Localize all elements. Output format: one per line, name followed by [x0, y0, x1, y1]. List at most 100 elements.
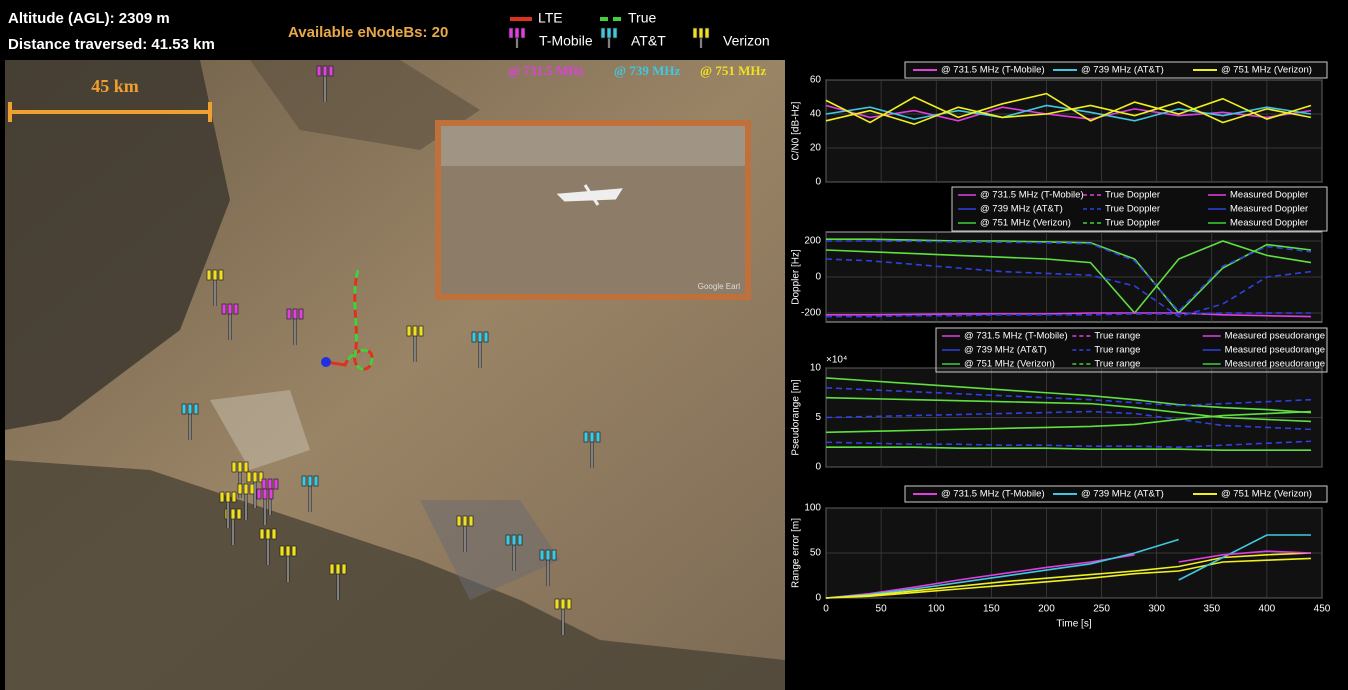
- legend-label: True Doppler: [1105, 218, 1160, 229]
- antenna: [595, 431, 601, 443]
- antenna: [471, 331, 477, 343]
- legend-box: [904, 485, 1328, 503]
- y-tick-label: 0: [815, 593, 821, 604]
- antenna: [468, 515, 474, 527]
- legend-label: Measured pseudorange: [1225, 359, 1325, 370]
- antenna: [418, 325, 424, 337]
- legend-label: Measured pseudorange: [1225, 345, 1325, 356]
- antenna: [412, 325, 418, 337]
- series-line: [825, 104, 1312, 122]
- antenna: [273, 478, 279, 490]
- antenna: [298, 308, 304, 320]
- y-tick-label: 40: [810, 109, 822, 120]
- y-tick-label: 60: [810, 75, 822, 86]
- antenna: [259, 528, 265, 540]
- antenna: [285, 545, 291, 557]
- antenna: [520, 27, 526, 39]
- antenna: [307, 475, 313, 487]
- header-bar: [0, 0, 785, 60]
- trajectory: [321, 269, 374, 371]
- hills: [250, 60, 480, 150]
- antenna: [483, 331, 489, 343]
- mountains: [5, 60, 230, 430]
- antenna: [221, 303, 227, 315]
- legend-box: [935, 327, 1328, 373]
- legend-label: AT&T: [631, 33, 666, 49]
- y-tick-label: 10: [810, 363, 822, 374]
- x-tick-label: 350: [1203, 604, 1220, 615]
- town: [420, 500, 560, 600]
- legend-label: @ 751 MHz (Verizon): [1221, 65, 1312, 76]
- y-tick-label: 0: [815, 177, 821, 188]
- antenna: [554, 598, 560, 610]
- inset-photo: Google Earl: [435, 120, 751, 300]
- legend-label: True range: [1094, 345, 1140, 356]
- antenna: [292, 308, 298, 320]
- legend-label: Measured Doppler: [1230, 218, 1308, 229]
- legend-box: [951, 186, 1328, 232]
- legend-label: @ 731.5 MHz (T-Mobile): [941, 489, 1045, 500]
- legend-label: LTE: [538, 10, 563, 26]
- y-multiplier: ×10⁴: [826, 355, 847, 366]
- antenna: [267, 478, 273, 490]
- legend-label: True Doppler: [1105, 204, 1160, 215]
- antenna: [262, 488, 268, 500]
- y-tick-label: 0: [815, 272, 821, 283]
- altitude: Altitude (AGL): 2309 m: [8, 10, 170, 27]
- antenna: [286, 308, 292, 320]
- x-tick-label: 200: [1038, 604, 1055, 615]
- antenna: [341, 563, 347, 575]
- antenna: [237, 461, 243, 473]
- series-line: [1178, 534, 1311, 581]
- antenna: [462, 515, 468, 527]
- antenna: [517, 534, 523, 546]
- x-axis-label: Time [s]: [1056, 619, 1091, 630]
- series-line: [825, 396, 1312, 423]
- legend-label: @ 731.5 MHz (T-Mobile): [980, 190, 1084, 201]
- antenna: [193, 403, 199, 415]
- series-line: [826, 238, 1312, 315]
- legend-label: @ 731.5 MHz (T-Mobile): [941, 65, 1045, 76]
- enodeb-count: Available eNodeBs: 20: [288, 24, 448, 41]
- x-tick-label: 100: [928, 604, 945, 615]
- antenna: [560, 598, 566, 610]
- y-tick-label: 0: [815, 462, 821, 473]
- antenna: [514, 27, 520, 39]
- x-tick-label: 150: [983, 604, 1000, 615]
- mountains: [5, 460, 785, 690]
- antenna: [316, 65, 322, 77]
- antenna: [233, 303, 239, 315]
- antenna: [704, 27, 710, 39]
- legend-label: True Doppler: [1105, 190, 1160, 201]
- legend-label: @ 751 MHz (Verizon): [964, 359, 1055, 370]
- legend-label: Measured Doppler: [1230, 190, 1308, 201]
- y-tick-label: 200: [804, 236, 821, 247]
- antenna: [551, 549, 557, 561]
- antenna: [698, 27, 704, 39]
- series-line: [825, 104, 1312, 122]
- y-tick-label: 50: [810, 548, 822, 559]
- scale-line: [8, 102, 212, 122]
- antenna: [566, 598, 572, 610]
- antenna: [231, 491, 237, 503]
- series-line: [826, 312, 1311, 318]
- true-path: [343, 269, 374, 371]
- legend-label: True: [628, 10, 656, 26]
- y-axis-label: Doppler [Hz]: [791, 249, 802, 305]
- y-tick-label: 5: [815, 412, 821, 423]
- antenna: [268, 488, 274, 500]
- series-line: [825, 101, 1312, 126]
- antenna: [692, 27, 698, 39]
- legend-label: @ 751 MHz (Verizon): [980, 218, 1071, 229]
- x-tick-label: 400: [1259, 604, 1276, 615]
- antenna: [256, 488, 262, 500]
- frequency-label: @ 751 MHz: [700, 63, 766, 78]
- legend-label: @ 739 MHz (AT&T): [1081, 489, 1164, 500]
- series-line: [825, 92, 1312, 124]
- y-tick-label: -200: [801, 308, 821, 319]
- legend-label: True range: [1094, 331, 1140, 342]
- series-line: [825, 440, 1312, 449]
- legend-label: @ 739 MHz (AT&T): [1081, 65, 1164, 76]
- y-tick-label: 20: [810, 143, 822, 154]
- antenna: [181, 403, 187, 415]
